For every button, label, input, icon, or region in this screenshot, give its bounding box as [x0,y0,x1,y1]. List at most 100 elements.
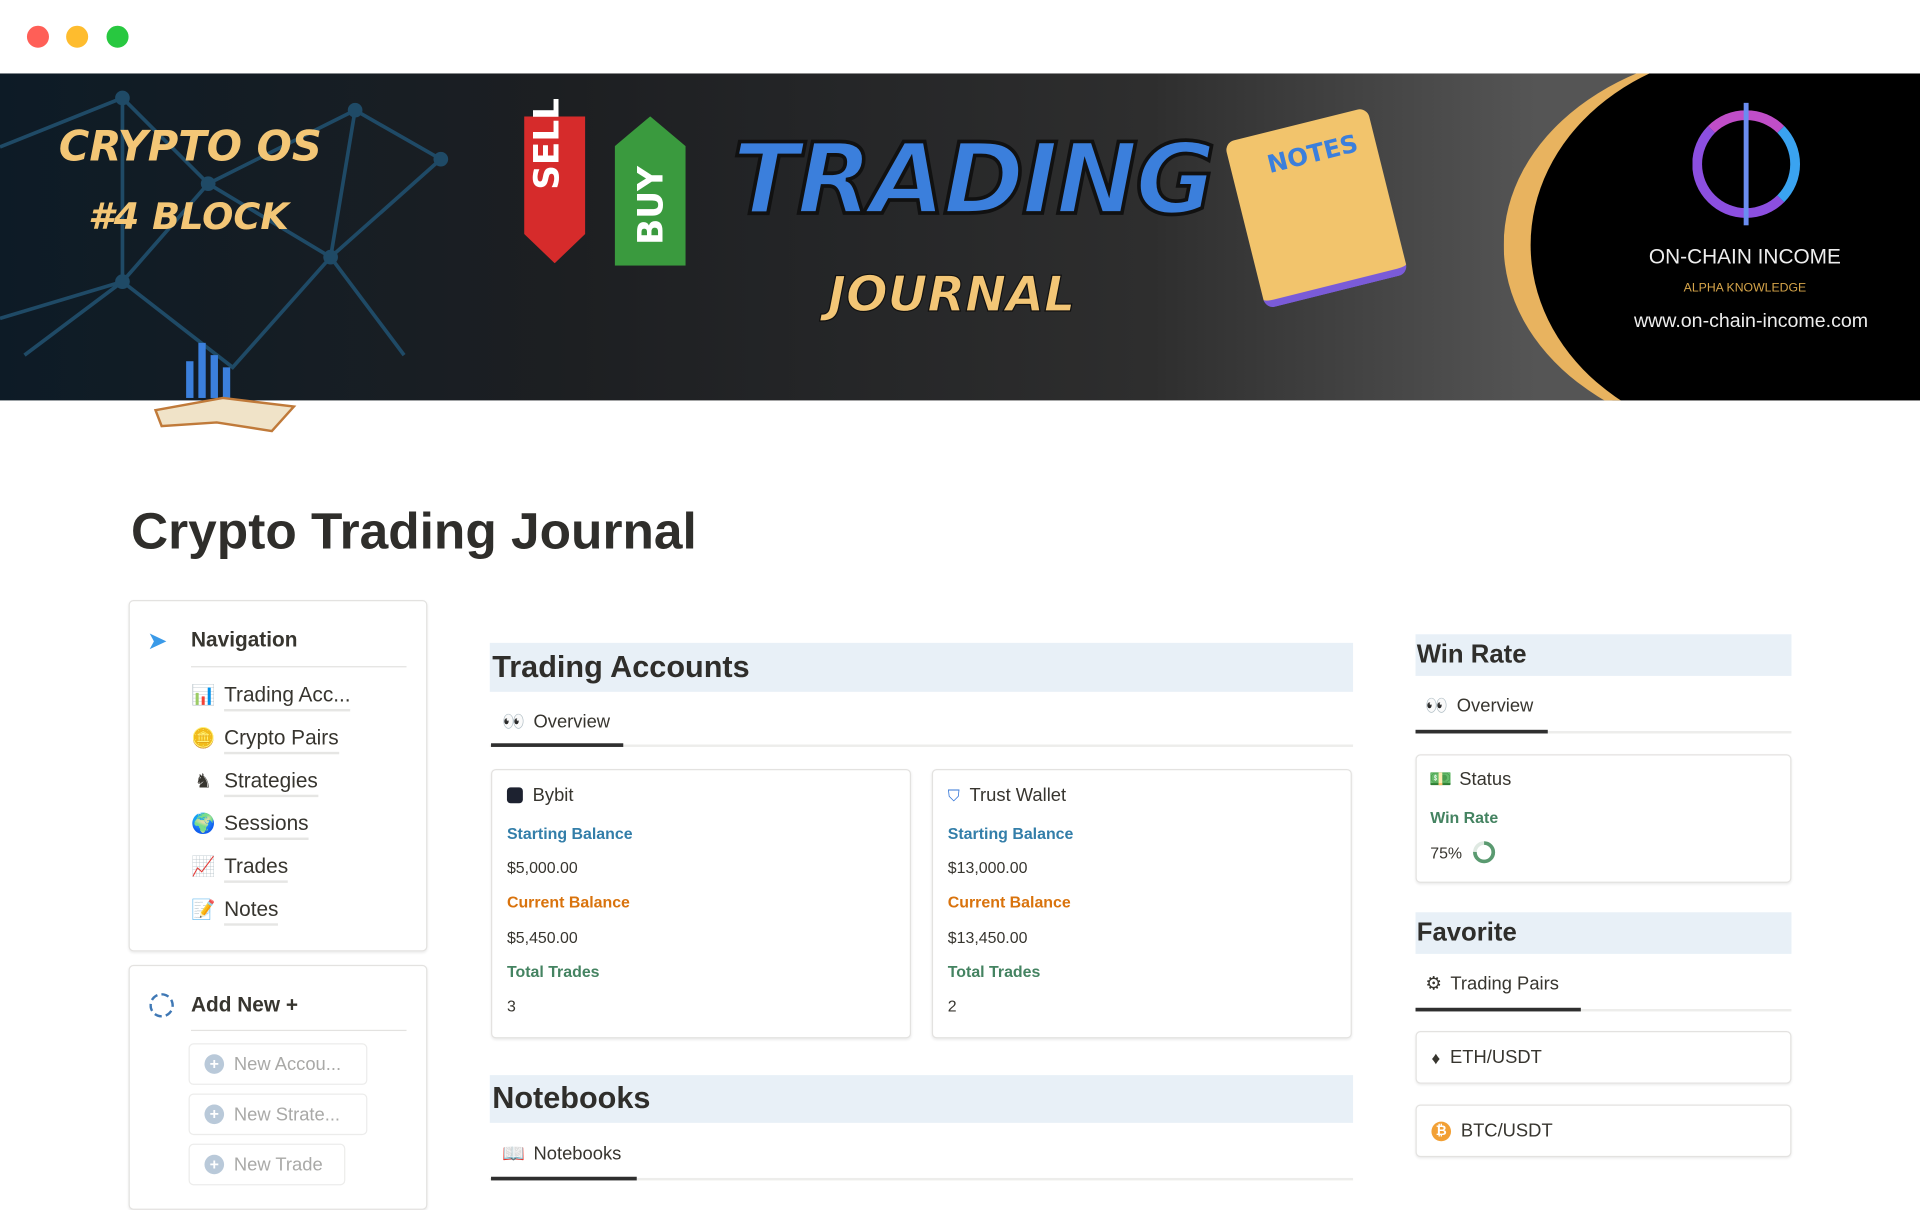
tab-overview[interactable]: 👀 Overview [502,710,610,732]
chart-up-icon: 📈 [191,857,216,878]
tab-trading-pairs[interactable]: ⚙ Trading Pairs [1425,972,1559,994]
brand-line-1: CRYPTO OS [58,122,322,172]
binoculars-icon: 👀 [1425,695,1449,717]
notebooks-heading: Notebooks [489,1075,1354,1123]
pair-label: BTC/USDT [1460,1120,1553,1142]
banner-title: TRADING [730,121,1217,239]
nav-item-trading-accounts[interactable]: 📊 Trading Acc... [190,682,351,712]
nav-item-strategies[interactable]: ♞ Strategies [190,768,318,798]
plus-icon: + [204,1154,225,1175]
tab-label: Notebooks [533,1143,622,1164]
book-chart-icon [149,331,298,435]
tab-divider [1415,1008,1792,1012]
total-trades-label: Total Trades [506,962,600,981]
cover-banner: CRYPTO OS #4 BLOCK SELL BUY TRADING JOUR… [0,73,1920,401]
add-new-heading: Add New + [191,993,299,1017]
sell-label: SELL [526,97,567,190]
pair-card-eth[interactable]: ♦ ETH/USDT [1415,1031,1792,1084]
logo-name: ON-CHAIN INCOME [1648,244,1841,269]
tab-divider [489,1177,1354,1181]
button-label: New Trade [233,1154,323,1175]
book-icon: 📖 [502,1143,525,1165]
current-balance-label: Current Balance [947,892,1071,912]
logo-tagline: ALPHA KNOWLEDGE [1683,281,1807,296]
tab-label: Overview [1456,694,1534,716]
brand-line-2: #4 BLOCK [88,195,289,239]
button-label: New Strate... [233,1103,341,1125]
tab-divider [489,744,1354,747]
globe-icon: 🌍 [191,814,216,836]
bybit-icon [506,787,523,804]
calculator-chart-icon: 📊 [191,685,216,707]
nav-label: Crypto Pairs [224,725,339,755]
money-bag-icon: 💵 [1428,768,1452,790]
bitcoin-icon: ₿ [1431,1121,1452,1141]
tab-label: Overview [533,710,611,732]
nav-item-sessions[interactable]: 🌍 Sessions [190,811,309,841]
plus-icon: + [204,1054,225,1074]
starting-balance-label: Starting Balance [506,824,633,843]
starting-balance-value: $13,000.00 [947,858,1028,877]
trading-accounts-heading: Trading Accounts [489,642,1354,692]
pair-card-btc[interactable]: ₿ BTC/USDT [1415,1104,1792,1158]
chess-knight-icon: ♞ [194,771,213,793]
logo-bar [1743,102,1749,226]
maximize-window-button[interactable] [106,25,129,48]
navigation-heading: Navigation [191,628,298,652]
pair-label: ETH/USDT [1449,1046,1542,1068]
win-rate-label: Win Rate [1430,808,1499,827]
total-trades-value: 3 [506,996,516,1016]
nav-label: Sessions [224,811,309,841]
status-card[interactable]: 💵 Status Win Rate 75% [1415,754,1792,883]
page-title: Crypto Trading Journal [131,502,697,560]
account-name: Trust Wallet [969,784,1067,806]
nav-label: Trades [224,853,289,883]
binoculars-icon: 👀 [502,711,525,733]
new-strategy-button[interactable]: + New Strate... [188,1093,368,1136]
account-card-trust-wallet[interactable]: ⛉ Trust Wallet Starting Balance $13,000.0… [931,768,1352,1039]
notes-book: NOTES [1224,107,1409,310]
minimize-window-button[interactable] [66,25,89,48]
total-trades-label: Total Trades [947,962,1041,981]
active-tab-indicator [491,743,624,747]
current-balance-value: $5,450.00 [506,928,578,947]
banner-subtitle: JOURNAL [827,266,1076,324]
current-balance-label: Current Balance [506,892,630,912]
nav-item-crypto-pairs[interactable]: 🪙 Crypto Pairs [190,725,339,755]
tab-divider [1415,731,1792,734]
total-trades-value: 2 [947,996,957,1016]
new-trade-button[interactable]: + New Trade [188,1143,346,1186]
buy-label: BUY [630,166,672,245]
sell-arrow [524,116,586,264]
active-tab-indicator [491,1176,637,1181]
navigation-panel: ➤ Navigation [128,600,428,952]
logo-url: www.on-chain-income.com [1633,311,1869,332]
new-account-button[interactable]: + New Accou... [188,1043,368,1085]
status-title: Status [1459,768,1512,790]
current-balance-value: $13,450.00 [947,928,1028,947]
close-window-button[interactable] [26,25,49,48]
active-tab-indicator [1415,729,1548,734]
divider [191,1029,407,1032]
nav-label: Notes [224,896,279,926]
progress-ring [1473,841,1496,864]
starting-balance-value: $5,000.00 [506,858,578,877]
coins-exchange-icon: ⚙ [1425,973,1442,995]
divider [191,666,407,668]
buy-arrow [614,116,686,266]
nav-item-trades[interactable]: 📈 Trades [190,853,289,883]
paper-plane-icon: ➤ [146,628,168,656]
tab-notebooks[interactable]: 📖 Notebooks [502,1142,621,1164]
nav-label: Trading Acc... [224,682,351,712]
starting-balance-label: Starting Balance [947,824,1074,843]
nav-item-notes[interactable]: 📝 Notes [190,896,279,926]
account-name: Bybit [532,784,574,806]
tab-overview[interactable]: 👀 Overview [1425,694,1533,716]
tab-label: Trading Pairs [1450,972,1559,994]
favorite-heading: Favorite [1415,912,1792,954]
loading-circle-icon [149,993,174,1018]
active-tab-indicator [1415,1007,1581,1012]
shield-icon: ⛉ [947,785,960,804]
account-card-bybit[interactable]: Bybit Starting Balance $5,000.00 Current… [491,768,912,1039]
